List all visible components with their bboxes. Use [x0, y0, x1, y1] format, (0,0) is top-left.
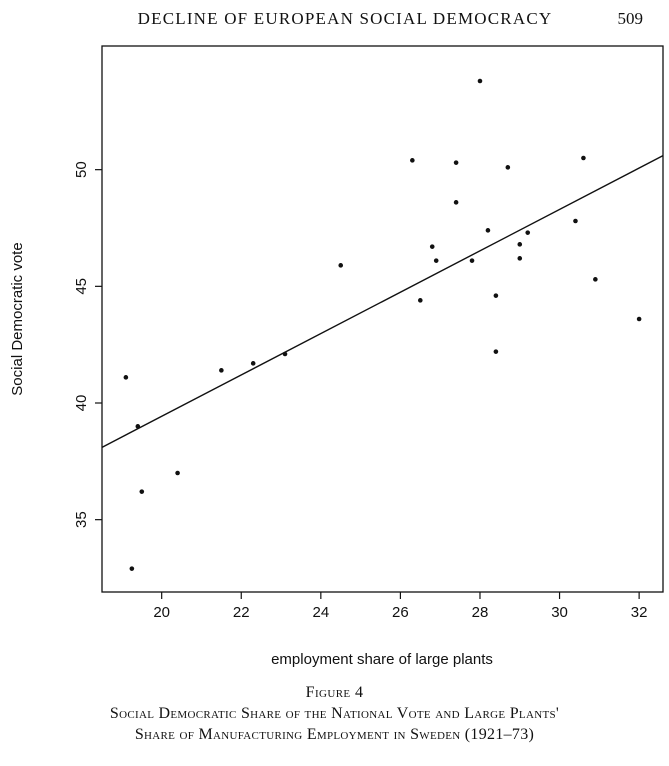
data-point [493, 349, 499, 354]
figure-caption: Figure 4 Social Democratic Share of the … [0, 683, 669, 745]
data-point [219, 368, 224, 373]
data-point [433, 258, 439, 263]
regression-line [101, 155, 664, 448]
data-point [573, 218, 578, 224]
data-point [581, 155, 586, 161]
y-axis: 35 40 45 50 [73, 161, 102, 528]
plot-frame [101, 45, 664, 593]
data-point [517, 256, 523, 261]
y-tick-label: 45 [73, 278, 90, 295]
data-point [453, 160, 459, 165]
x-axis-label: employment share of large plants [271, 651, 493, 668]
data-point [250, 361, 256, 366]
data-point [282, 351, 288, 357]
data-point [493, 293, 499, 298]
running-head: Decline of European Social Democracy [137, 9, 553, 28]
y-axis-label: Social Democratic vote [9, 242, 26, 395]
page-number: 509 [617, 9, 644, 28]
data-point [123, 375, 129, 380]
data-point [453, 200, 459, 205]
data-point [517, 242, 523, 247]
data-point [429, 244, 435, 249]
page-header: Decline of European Social Democracy 509 [0, 9, 669, 35]
x-tick-label: 32 [631, 604, 648, 621]
data-points [123, 78, 642, 571]
data-point [129, 566, 135, 571]
data-point [485, 228, 491, 233]
data-point [417, 298, 423, 303]
data-point [338, 263, 344, 268]
data-point [477, 78, 483, 84]
data-point [636, 316, 642, 322]
y-tick-label: 40 [73, 395, 90, 412]
x-axis: 20 22 24 26 28 30 32 [153, 592, 647, 621]
data-point [505, 165, 511, 170]
x-tick-label: 30 [551, 604, 568, 621]
x-tick-label: 22 [233, 604, 250, 621]
data-point [135, 424, 141, 429]
x-tick-label: 24 [312, 604, 329, 621]
figure-title-line-1: Social Democratic Share of the National … [109, 705, 560, 722]
data-point [175, 470, 180, 476]
figure-label: Figure 4 [305, 684, 364, 701]
y-tick-label: 35 [73, 511, 90, 528]
data-point [139, 489, 145, 494]
x-tick-label: 28 [472, 604, 489, 621]
data-point [410, 158, 415, 163]
scatter-chart: 20 22 24 26 28 30 32 35 40 45 50 employment share… [9, 45, 664, 668]
data-point [525, 230, 531, 235]
y-tick-label: 50 [73, 161, 90, 178]
x-tick-label: 20 [153, 604, 170, 621]
data-point [593, 277, 598, 282]
figure-title-line-2: Share of Manufacturing Employment in Swe… [134, 726, 535, 743]
data-point [469, 258, 475, 263]
x-tick-label: 26 [392, 604, 409, 621]
